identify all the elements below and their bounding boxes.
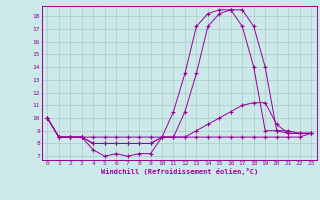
X-axis label: Windchill (Refroidissement éolien,°C): Windchill (Refroidissement éolien,°C) [100,168,258,175]
